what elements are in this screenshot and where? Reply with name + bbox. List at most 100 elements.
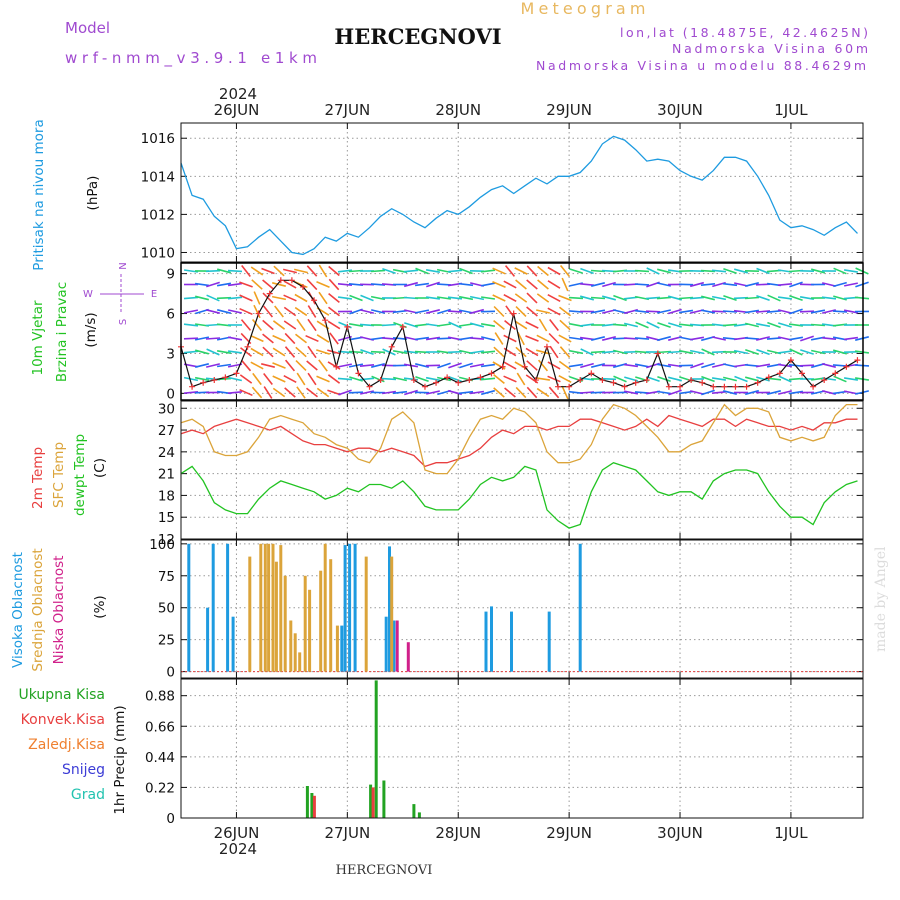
cloud-bar — [384, 616, 388, 672]
ylabel-pressure: Pritisak na nivou mora — [31, 119, 47, 270]
wind-arrow — [515, 346, 527, 358]
wind-arrow — [493, 373, 505, 385]
wind-arrow — [580, 267, 594, 275]
wind-gust-mark — [488, 370, 495, 377]
wind-arrow — [657, 309, 671, 314]
wind-arrow — [415, 267, 429, 275]
wind-arrow — [558, 374, 572, 384]
wind-arrow — [382, 268, 396, 274]
wind-arrow — [855, 267, 869, 275]
wind-arrow — [370, 269, 386, 273]
wind-arrow — [240, 347, 252, 357]
wind-arrow — [262, 305, 274, 318]
cloud-bar — [343, 545, 347, 672]
model-label: Model — [65, 19, 110, 37]
wind-arrow — [370, 350, 386, 354]
wind-arrow — [678, 296, 694, 300]
wind-arrow — [425, 376, 441, 382]
wind-gust-mark — [776, 370, 783, 377]
wind-arrow — [227, 269, 243, 273]
wind-arrow — [263, 386, 273, 399]
wind-arrow — [459, 267, 473, 275]
wind-gust-mark — [355, 370, 362, 377]
wind-arrow — [183, 350, 199, 354]
wind-arrow — [459, 362, 473, 369]
wind-arrow — [668, 308, 682, 315]
cloud-bar — [484, 611, 488, 672]
wind-arrow — [789, 348, 803, 356]
wind-arrow — [447, 296, 463, 300]
wind-arrow — [756, 294, 770, 302]
wind-arrow — [370, 295, 386, 301]
wind-arrow — [195, 295, 209, 301]
x-tick-label-top: 28JUN — [435, 101, 481, 119]
wind-arrow — [371, 375, 385, 383]
x-tick-label-bottom: 1JUL — [774, 824, 808, 842]
wind-arrow — [745, 322, 759, 328]
wind-arrow — [778, 390, 792, 395]
wind-arrow — [205, 269, 221, 273]
wind-arrow — [525, 347, 539, 357]
wind-arrow — [436, 323, 452, 327]
wind-arrow — [549, 319, 559, 331]
wind-arrow — [504, 265, 516, 277]
wind-arrow — [788, 390, 804, 395]
wind-arrow — [307, 372, 317, 386]
y-tick-label: 100 — [149, 537, 175, 553]
wind-gust-mark — [433, 379, 440, 386]
wind-arrow — [755, 363, 771, 368]
wind-arrow — [328, 306, 340, 317]
x-axis-top: 26JUN 27JUN 28JUN 29JUN 30JUN 1JUL — [214, 101, 809, 119]
wind-arrow — [745, 349, 759, 355]
wind-arrow — [294, 293, 308, 303]
wind-arrow — [657, 268, 671, 274]
wind-arrow — [514, 320, 528, 330]
wind-arrow — [701, 362, 715, 369]
wind-arrow — [568, 363, 584, 368]
wind-arrow — [799, 310, 815, 313]
wind-arrow — [689, 349, 705, 355]
wind-arrow — [601, 295, 617, 301]
wind-arrow — [766, 337, 782, 340]
wind-gust-mark — [599, 377, 606, 384]
wind-arrow — [503, 280, 517, 289]
cloud-bar — [323, 543, 327, 672]
precip-bar — [312, 795, 316, 818]
wind-arrow — [733, 268, 749, 274]
pressure-panel: 1010 1012 1014 1016 — [141, 122, 864, 263]
wind-arrow — [559, 306, 571, 317]
wind-arrow — [295, 360, 307, 371]
wind-arrow — [799, 364, 815, 367]
ylabel-tsfc: SFC Temp — [51, 442, 67, 508]
wind-arrow — [262, 333, 274, 344]
wind-arrow — [348, 391, 364, 394]
wind-arrow — [525, 335, 539, 342]
wind-arrow — [822, 363, 836, 368]
wind-arrow — [723, 376, 737, 382]
wind-arrow — [494, 332, 504, 345]
wind-gust-mark — [499, 363, 506, 370]
wind-gust-mark — [421, 383, 428, 390]
wind-arrow — [580, 348, 594, 356]
wind-arrow — [657, 375, 671, 383]
wind-arrow — [547, 293, 561, 303]
y-tick-label: 0 — [166, 386, 175, 402]
wind-arrow — [239, 388, 253, 397]
wind-arrow — [656, 296, 672, 300]
wind-arrow — [547, 375, 561, 383]
wind-arrow — [469, 337, 485, 340]
cloud-bar — [390, 556, 394, 672]
wind-gust-mark — [255, 310, 262, 317]
ylabel-wind: 10m Vjetar — [30, 300, 46, 375]
wind-gust-mark — [311, 297, 318, 304]
wind-arrow — [480, 363, 496, 368]
wind-arrow — [448, 375, 462, 383]
wind-arrow — [602, 281, 616, 288]
wind-arrow — [447, 269, 463, 273]
wind-gust-mark — [854, 357, 861, 364]
wind-arrow — [602, 336, 616, 341]
y-tick-label: 50 — [158, 601, 175, 617]
wind-arrow — [437, 362, 451, 369]
cloud-bar — [274, 561, 278, 672]
wind-arrow — [843, 377, 859, 381]
